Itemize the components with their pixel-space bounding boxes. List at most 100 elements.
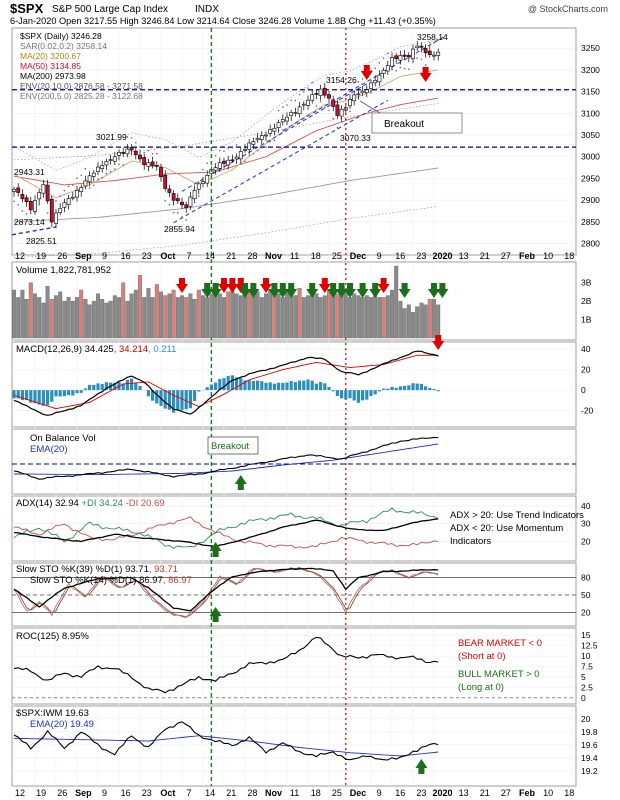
xlabels2-10: 21: [226, 788, 236, 798]
volume-bar-79: [343, 291, 348, 339]
macd-hist-94: [407, 385, 411, 391]
volume-bar-98: [423, 304, 428, 339]
volume-bar-49: [217, 293, 222, 339]
volume-bar-89: [385, 295, 390, 339]
sar-dot-62: [273, 139, 276, 142]
macd-hist-69: [302, 380, 306, 391]
volume-arrow-2: [209, 283, 222, 298]
sar-dot-36: [164, 199, 166, 202]
volume-bar-29: [133, 289, 138, 339]
macd-hist-95: [411, 383, 415, 391]
xlabels2-22: 21: [480, 788, 490, 798]
volume-bar-10: [54, 295, 58, 339]
adx-y-tick-2: 40: [581, 501, 591, 511]
volume-arrow-12: [306, 283, 319, 298]
volume-arrow-10: [276, 283, 289, 298]
sar-dot-31: [143, 151, 145, 154]
macd-hist-78: [340, 390, 344, 399]
volume-bar-101: [436, 304, 441, 339]
sar-dot-49: [219, 149, 221, 152]
volume-arrow-9: [268, 283, 281, 298]
sar-dot-51: [227, 147, 229, 149]
xlabels2-13: 11: [290, 788, 299, 798]
roc-line: [13, 636, 439, 694]
sar-dot-15: [76, 177, 78, 179]
candle-body-67: [293, 112, 298, 114]
sar-dot-70: [307, 87, 309, 89]
adx-y-tick-0: 20: [581, 536, 591, 546]
price-y-tick-7: 3150: [581, 87, 600, 97]
sar-dot-89: [387, 52, 389, 55]
candle-body-90: [390, 57, 394, 67]
xlabels1-17: 9: [377, 251, 382, 261]
candle-body-59: [259, 135, 264, 140]
candle-body-30: [138, 154, 142, 160]
sar-dot-77: [336, 126, 339, 129]
sar-dot-72: [315, 105, 318, 107]
candle-body-101: [436, 51, 441, 56]
sto14-d-line: [13, 567, 439, 618]
volume-bar-84: [364, 295, 369, 339]
candle-body-5: [33, 200, 37, 212]
sto-y-tick-1: 50: [581, 590, 591, 600]
candle-body-83: [360, 90, 365, 93]
sar-dot-13: [67, 185, 70, 188]
sar-dot-101: [437, 39, 440, 41]
xlabels1-3: Sep: [75, 251, 92, 261]
volume-bar-66: [289, 293, 294, 339]
candle-body-52: [230, 159, 235, 162]
sar-dot-42: [189, 208, 192, 210]
volume-bar-17: [83, 299, 88, 339]
volume-bar-90: [390, 289, 394, 339]
grid-layer: [12, 28, 576, 786]
volume-bar-70: [306, 295, 310, 339]
candle-body-38: [171, 193, 176, 201]
price-y-tick-8: 3200: [581, 65, 600, 75]
volume-bar-53: [234, 293, 239, 339]
volume-bar-92: [398, 300, 403, 339]
roc-y-tick-3: 7.5: [581, 662, 593, 672]
price-y-tick-4: 3000: [581, 152, 600, 162]
candle-body-55: [243, 148, 247, 151]
adx-minus-di-line: [13, 516, 439, 549]
candle-body-6: [37, 192, 42, 200]
volume-bar-19: [91, 300, 96, 339]
candle-body-1: [16, 187, 21, 193]
volume-bar-27: [125, 300, 130, 339]
sar-dot-32: [147, 149, 150, 152]
macd-hist-53: [235, 377, 239, 391]
roc-y-tick-2: 5: [581, 672, 586, 682]
sar-dot-33: [151, 152, 154, 155]
volume-bar-77: [335, 293, 340, 339]
candle-body-65: [285, 116, 289, 122]
roc-panel-title: ROC(125) 8.95%: [16, 631, 89, 642]
candle-body-92: [398, 55, 403, 61]
candle-body-86: [373, 80, 378, 84]
macd-hist-86: [373, 390, 377, 395]
obv-panel-title: On Balance Vol: [30, 433, 96, 444]
candle-body-84: [364, 89, 369, 94]
volume-bar-56: [247, 289, 252, 339]
xlabels2-19: 23: [416, 788, 426, 798]
macd-hist-85: [369, 390, 373, 397]
sar-dot-24: [114, 168, 116, 170]
sar-dot-11: [59, 195, 61, 198]
candle-body-41: [184, 204, 189, 209]
ratio-ema-line: [13, 735, 439, 757]
volume-bar-37: [167, 293, 172, 339]
sar-dot-60: [265, 146, 267, 148]
trend-line-early: [11, 226, 57, 236]
candle-body-63: [276, 122, 281, 128]
volume-bar-34: [154, 284, 159, 339]
volume-bar-67: [293, 295, 298, 339]
sar-dot-8: [46, 212, 49, 214]
xlabels1-8: 7: [186, 251, 191, 261]
roc-bear-line2: (Short at 0): [458, 651, 506, 662]
macd-hist-12: [62, 390, 66, 397]
macd-hist-28: [130, 378, 134, 391]
xlabels1-0: 12: [15, 251, 25, 261]
ratio-line: [13, 721, 439, 761]
candle-body-95: [411, 48, 415, 60]
candle-body-66: [289, 112, 294, 116]
candle-body-10: [54, 212, 58, 224]
